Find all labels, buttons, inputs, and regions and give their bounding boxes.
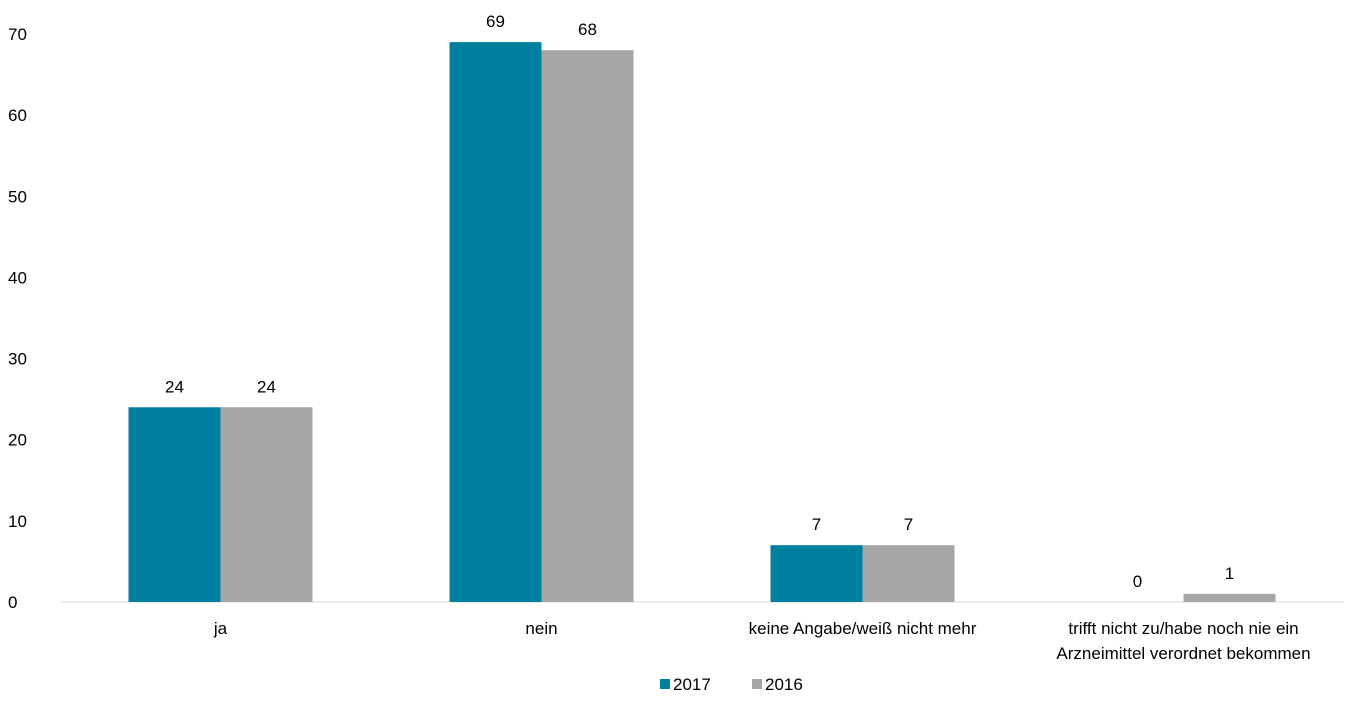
bars bbox=[128, 42, 1276, 603]
category-labels: ja nein keine Angabe/weiß nicht mehr trifft… bbox=[213, 619, 1311, 663]
y-tick-label: 30 bbox=[8, 350, 27, 369]
data-label: 24 bbox=[165, 377, 184, 396]
bar-2016-3 bbox=[1183, 593, 1276, 602]
category-label: ja bbox=[213, 619, 228, 638]
y-tick-label: 60 bbox=[8, 106, 27, 125]
bar-2017-0 bbox=[128, 407, 221, 602]
y-tick-label: 20 bbox=[8, 431, 27, 450]
data-label: 1 bbox=[1225, 564, 1234, 583]
data-label: 7 bbox=[904, 515, 913, 534]
category-label: trifft nicht zu/habe noch nie ein Arzneim… bbox=[1056, 619, 1310, 663]
bar-2017-1 bbox=[449, 42, 542, 603]
y-tick-label: 70 bbox=[8, 25, 27, 44]
legend-label: 2016 bbox=[765, 675, 803, 694]
data-label: 24 bbox=[257, 377, 276, 396]
bar-2016-0 bbox=[220, 407, 313, 602]
category-label: nein bbox=[525, 619, 557, 638]
bar-2016-2 bbox=[862, 545, 955, 602]
data-label: 68 bbox=[578, 20, 597, 39]
legend: 2017 2016 bbox=[660, 675, 803, 694]
y-tick-label: 40 bbox=[8, 268, 27, 287]
bar-2017-2 bbox=[770, 545, 863, 602]
y-tick-label: 0 bbox=[8, 593, 17, 612]
y-axis-ticks: 0 10 20 30 40 50 60 70 bbox=[8, 25, 27, 612]
legend-swatch-2016 bbox=[752, 679, 762, 689]
data-label: 0 bbox=[1133, 572, 1142, 591]
legend-label: 2017 bbox=[673, 675, 711, 694]
y-tick-label: 50 bbox=[8, 187, 27, 206]
data-label: 7 bbox=[812, 515, 821, 534]
category-label: keine Angabe/weiß nicht mehr bbox=[749, 619, 977, 638]
data-label: 69 bbox=[486, 12, 505, 31]
y-tick-label: 10 bbox=[8, 512, 27, 531]
data-labels: 24 24 69 68 7 7 0 1 bbox=[165, 12, 1234, 591]
legend-swatch-2017 bbox=[660, 679, 670, 689]
bar-2016-1 bbox=[541, 50, 634, 602]
